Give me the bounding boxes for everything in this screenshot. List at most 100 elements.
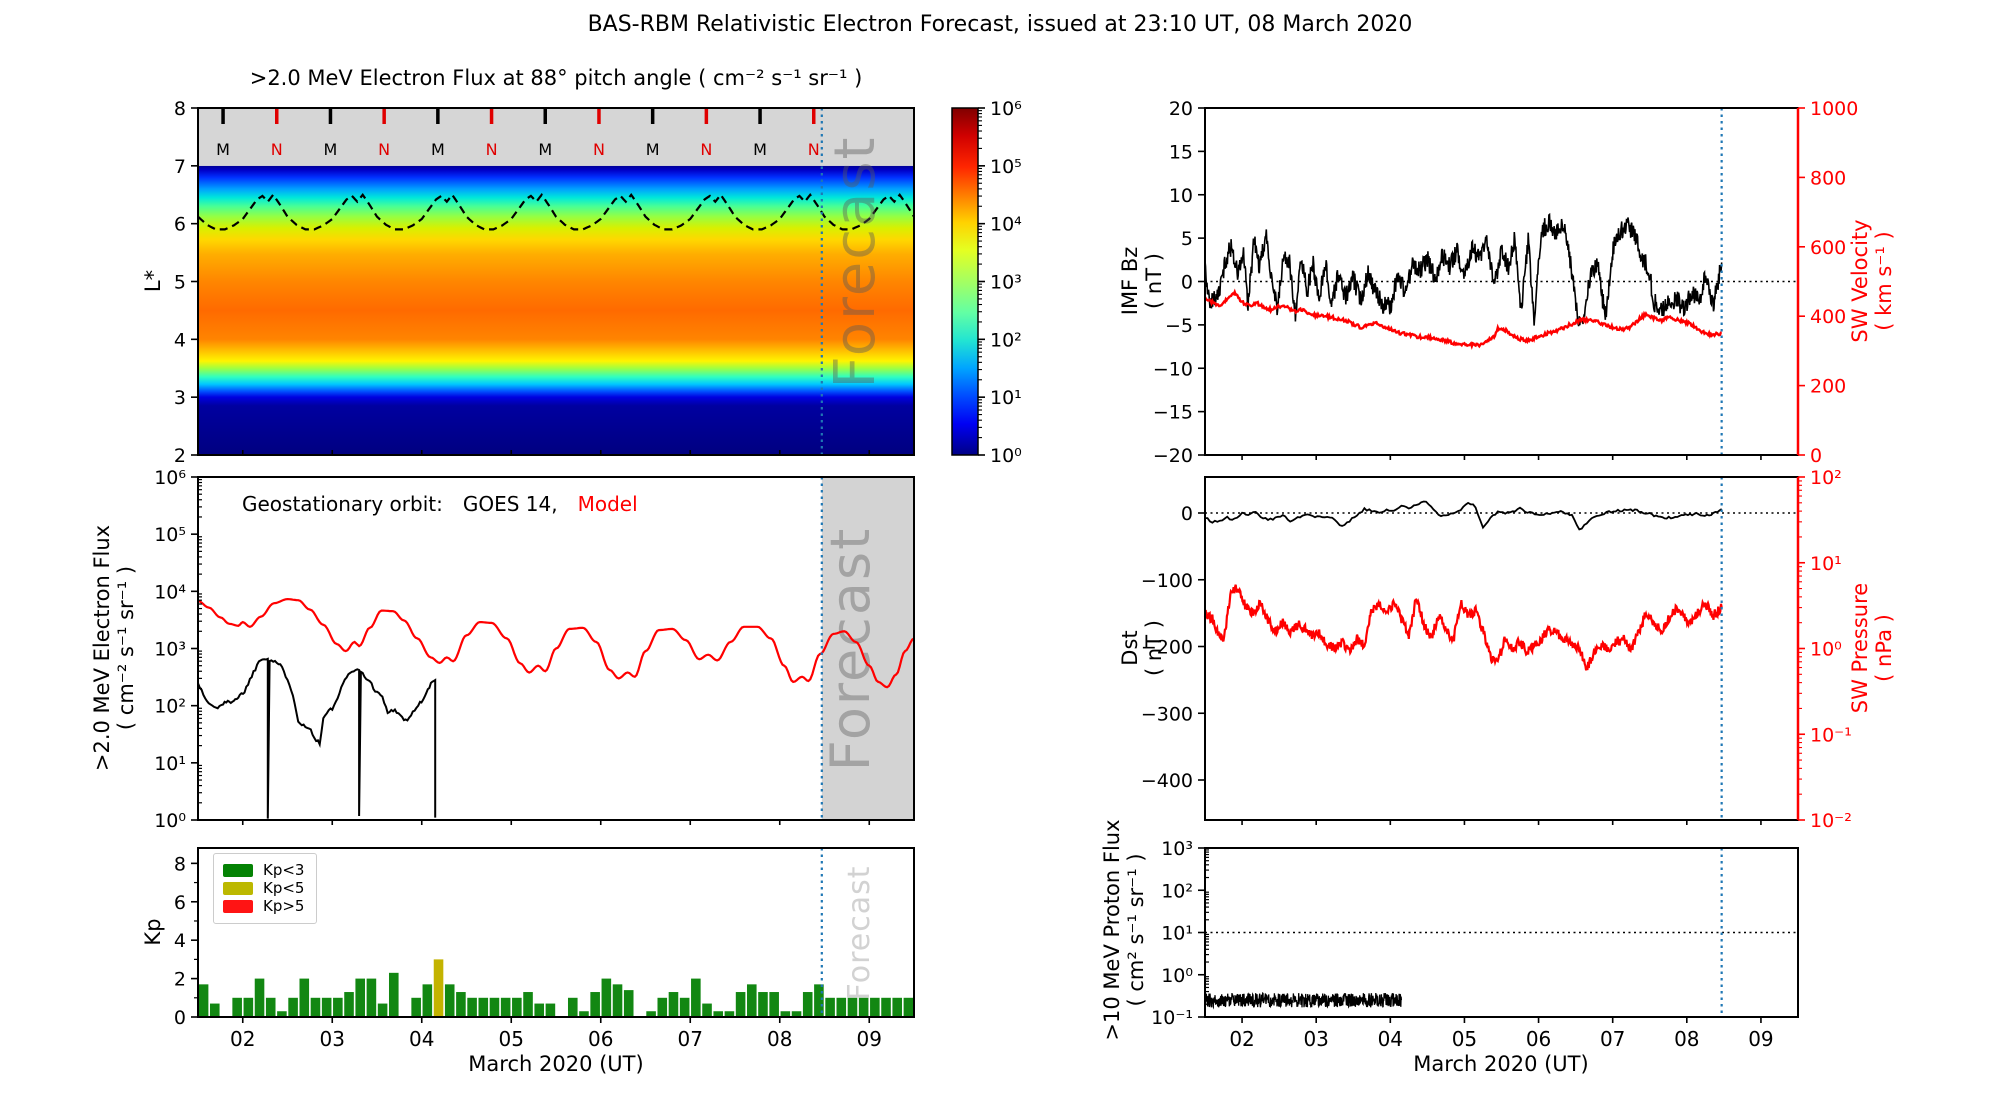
svg-text:10⁴: 10⁴ xyxy=(154,581,186,603)
kp-bar xyxy=(310,997,321,1017)
svg-text:10²: 10² xyxy=(154,696,186,718)
svg-text:10¹: 10¹ xyxy=(990,387,1022,409)
svg-text:0: 0 xyxy=(1810,445,1822,467)
kp-bar xyxy=(657,997,668,1017)
svg-text:6: 6 xyxy=(174,892,186,914)
svg-text:10⁻¹: 10⁻¹ xyxy=(1810,724,1852,746)
svg-text:N: N xyxy=(486,140,498,159)
kp-bar xyxy=(321,997,332,1017)
svg-text:09: 09 xyxy=(857,1027,882,1051)
goes-legend-prefix: Geostationary orbit: xyxy=(242,492,443,516)
svg-text:−5: −5 xyxy=(1165,315,1193,337)
svg-text:5: 5 xyxy=(174,272,186,294)
kp-legend-item-high: Kp>5 xyxy=(223,899,304,914)
kp-bar xyxy=(512,997,522,1017)
lstar-axis-label: L* xyxy=(141,269,165,293)
kp-bar xyxy=(814,984,824,1017)
kp-bar xyxy=(802,992,813,1017)
kp-bar xyxy=(355,978,366,1017)
svg-text:800: 800 xyxy=(1810,167,1846,189)
sw-velocity-series xyxy=(1203,288,1722,350)
svg-text:10²: 10² xyxy=(1810,467,1842,489)
svg-text:N: N xyxy=(271,140,283,159)
svg-text:10¹: 10¹ xyxy=(1810,553,1842,575)
svg-text:09: 09 xyxy=(1748,1027,1773,1051)
svg-text:−300: −300 xyxy=(1141,703,1193,725)
kp-bar xyxy=(836,997,847,1017)
kp-bar xyxy=(713,1011,724,1017)
svg-text:4: 4 xyxy=(174,930,186,952)
kp-bar xyxy=(612,984,623,1017)
proton-flux-series xyxy=(1204,992,1403,1010)
kp-legend-item-low: Kp<3 xyxy=(223,863,304,878)
svg-text:04: 04 xyxy=(1378,1027,1403,1051)
right-xaxis-title: March 2020 (UT) xyxy=(1413,1052,1589,1076)
colorbar-gradient xyxy=(951,107,979,456)
kp-bar xyxy=(232,997,242,1017)
kp-bar xyxy=(903,997,914,1017)
svg-text:2: 2 xyxy=(174,969,186,991)
svg-text:10⁰: 10⁰ xyxy=(154,810,186,832)
kp-bar xyxy=(668,992,679,1017)
svg-text:0: 0 xyxy=(1181,503,1193,525)
left-xaxis-title: March 2020 (UT) xyxy=(468,1052,644,1076)
svg-text:2: 2 xyxy=(174,445,186,467)
svg-text:8: 8 xyxy=(174,98,186,120)
kp-legend: Kp<3 Kp<5 Kp>5 xyxy=(213,853,318,924)
kp-bar xyxy=(333,997,343,1017)
satellite-lstar-dashed-line xyxy=(197,192,915,231)
svg-text:−10: −10 xyxy=(1153,358,1193,380)
svg-text:03: 03 xyxy=(320,1027,345,1051)
kp-bar xyxy=(467,997,477,1017)
dst-series xyxy=(1205,500,1723,531)
svg-text:02: 02 xyxy=(1229,1027,1254,1051)
kp-bar xyxy=(567,997,578,1017)
kp-bar xyxy=(590,992,600,1017)
svg-text:10⁻²: 10⁻² xyxy=(1810,810,1852,832)
kp-bar xyxy=(444,984,455,1017)
svg-text:03: 03 xyxy=(1303,1027,1328,1051)
svg-text:10⁶: 10⁶ xyxy=(154,467,186,489)
svg-text:M: M xyxy=(538,140,552,159)
svg-text:04: 04 xyxy=(409,1027,434,1051)
svg-text:4: 4 xyxy=(174,329,186,351)
kp-bar xyxy=(825,997,835,1017)
kp-bar xyxy=(243,997,254,1017)
svg-text:10³: 10³ xyxy=(1161,838,1193,860)
svg-text:0: 0 xyxy=(1181,272,1193,294)
kp-bar xyxy=(377,1003,388,1017)
svg-text:10⁻¹: 10⁻¹ xyxy=(1151,1007,1193,1029)
kp-bar xyxy=(265,997,276,1017)
kp-bar xyxy=(769,992,779,1017)
electron-flux-panel-plot: Forecast 10⁰ 10¹ 10² 10³ 10⁴ 10⁵ 10⁶ xyxy=(154,467,915,832)
kp-axis-label: Kp xyxy=(141,918,165,946)
kp-bar xyxy=(892,997,903,1017)
kp-bar xyxy=(422,984,433,1017)
svg-text:6: 6 xyxy=(174,214,186,236)
svg-text:10: 10 xyxy=(1169,185,1193,207)
svg-text:05: 05 xyxy=(499,1027,524,1051)
svg-text:06: 06 xyxy=(588,1027,613,1051)
svg-text:N: N xyxy=(700,140,712,159)
svg-text:10¹: 10¹ xyxy=(154,753,186,775)
svg-text:10⁰: 10⁰ xyxy=(990,445,1022,467)
svg-text:10³: 10³ xyxy=(154,639,186,661)
kp-bar xyxy=(523,992,533,1017)
kp-bar xyxy=(344,992,354,1017)
model-series xyxy=(197,597,915,689)
kp-bar xyxy=(411,997,421,1017)
kp-bar xyxy=(545,1003,556,1017)
svg-text:3: 3 xyxy=(174,387,186,409)
svg-text:M: M xyxy=(753,140,767,159)
svg-text:−15: −15 xyxy=(1153,402,1193,424)
svg-text:02: 02 xyxy=(230,1027,255,1051)
imf-sw-velocity-panel-plot: 20 15 10 5 0 −5 −10 −15 −20 1000 800 600 400 200 0 xyxy=(1153,98,1858,467)
kp-bar xyxy=(780,1011,791,1017)
svg-text:−100: −100 xyxy=(1141,570,1193,592)
heatmap-title: >2.0 MeV Electron Flux at 88° pitch angl… xyxy=(249,66,863,90)
svg-text:07: 07 xyxy=(678,1027,703,1051)
svg-text:−20: −20 xyxy=(1153,445,1193,467)
kp-bar xyxy=(870,997,880,1017)
